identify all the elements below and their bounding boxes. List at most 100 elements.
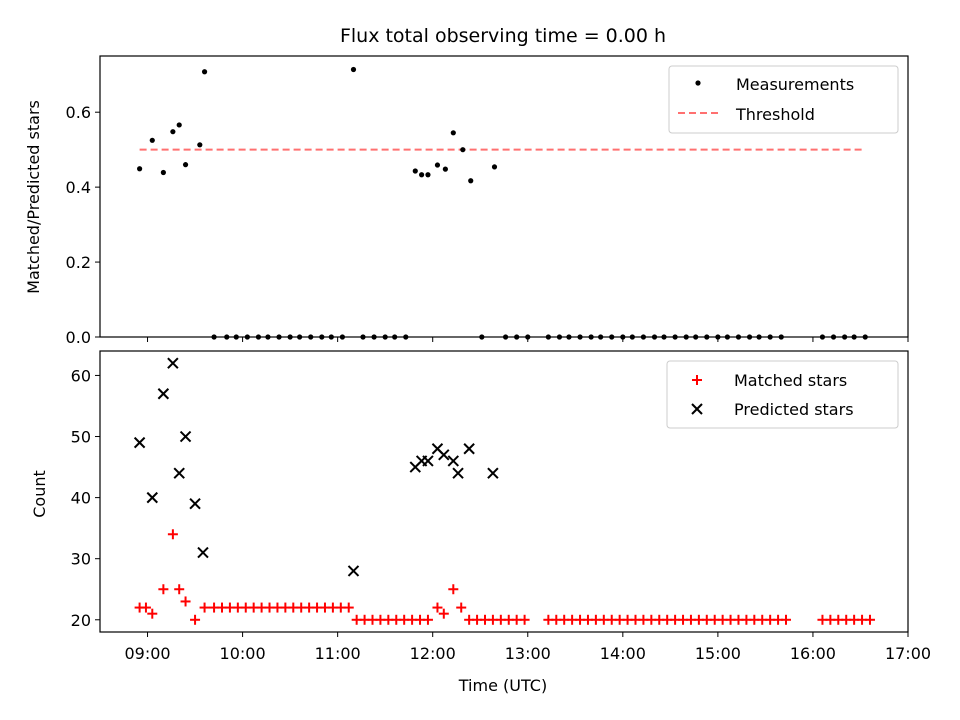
x-stroke-2 — [431, 443, 444, 455]
x-tick-label: 12:00 — [410, 644, 456, 663]
matched-stars-point — [140, 602, 151, 613]
bottom-panel: 20 30 40 50 60 09:00 10:00 11:00 12:00 13:00 14:00… — [71, 350, 931, 663]
y-tick-label: 40 — [71, 489, 91, 508]
y-tick-label: 0.0 — [66, 328, 91, 347]
matched-stars-point — [180, 596, 191, 607]
predicted-stars-point — [452, 467, 464, 479]
legend-plus-marker — [692, 375, 702, 385]
x-tick-label: 13:00 — [505, 644, 551, 663]
x-tick-label: 09:00 — [124, 644, 170, 663]
measurement-point — [434, 162, 441, 168]
predicted-stars-point — [146, 491, 158, 504]
x-tick-label: 11:00 — [315, 644, 361, 663]
predicted-stars-point — [179, 430, 192, 443]
x-stroke-2 — [347, 565, 360, 577]
x-stroke-2 — [463, 443, 475, 455]
x-stroke-2 — [447, 455, 460, 467]
measurement-point — [350, 66, 357, 73]
legend-label-matched: Matched stars — [734, 371, 847, 390]
x-stroke-2 — [133, 436, 146, 449]
predicted-stars-point — [447, 455, 460, 467]
matched-stars-point — [781, 614, 792, 625]
measurement-point — [170, 129, 176, 135]
x-stroke-2 — [487, 467, 499, 479]
matched-stars-point — [343, 602, 354, 613]
x-tick-label: 14:00 — [600, 644, 646, 663]
measurement-point — [201, 69, 208, 75]
measurement-point — [182, 162, 189, 168]
top-axes-frame — [99, 55, 909, 338]
x-tick-label: 16:00 — [790, 644, 836, 663]
top-panel: 0.0 0.2 0.4 0.6 Measurements Threshold — [66, 55, 909, 347]
predicted-stars-point — [157, 388, 170, 400]
predicted-stars-point — [167, 357, 179, 369]
x-stroke-2 — [167, 357, 179, 369]
measurement-point — [149, 137, 155, 143]
predicted-stars-point — [189, 498, 201, 510]
legend-label-measurements: Measurements — [736, 75, 854, 94]
x-stroke-2 — [422, 455, 434, 467]
x-stroke-2 — [452, 467, 464, 479]
measurement-point — [468, 178, 474, 184]
chart-title: Flux total observing time = 0.00 h — [340, 25, 666, 47]
legend-dot-marker — [695, 80, 701, 86]
x-stroke-2 — [691, 403, 703, 415]
measurement-point — [442, 166, 448, 172]
legend-box — [668, 65, 899, 134]
measurement-point — [450, 130, 456, 136]
predicted-stars-point — [197, 546, 209, 559]
x-tick-label: 17:00 — [885, 644, 931, 663]
predicted-stars-point — [173, 467, 185, 479]
legend-label-threshold: Threshold — [735, 105, 815, 124]
measurement-point — [176, 122, 182, 128]
predicted-stars-point — [487, 467, 499, 479]
y-tick-label: 30 — [71, 550, 91, 569]
predicted-stars-point — [463, 443, 475, 455]
y-tick-label: 20 — [71, 611, 91, 630]
matched-stars-point — [864, 614, 875, 625]
matched-stars-point — [432, 602, 443, 613]
matched-stars-point — [158, 584, 169, 595]
y-tick-label: 50 — [71, 428, 91, 447]
measurement-point — [197, 142, 203, 148]
predicted-stars-point — [438, 449, 450, 461]
predicted-stars-point — [133, 436, 146, 449]
matched-stars-point — [456, 602, 467, 613]
predicted-stars-point — [347, 565, 360, 577]
matched-stars-point — [147, 608, 158, 619]
measurement-point — [137, 166, 143, 172]
matched-stars-point — [519, 614, 530, 625]
x-stroke-2 — [179, 430, 192, 443]
matched-stars-point — [190, 614, 201, 625]
x-stroke-2 — [146, 491, 158, 504]
x-tick-label: 10:00 — [220, 644, 266, 663]
x-stroke-2 — [438, 449, 450, 461]
x-stroke-2 — [189, 498, 201, 510]
bottom-y-axis-label: Count — [30, 470, 49, 518]
x-axis-label: Time (UTC) — [458, 676, 547, 695]
measurement-point — [160, 169, 166, 176]
matched-stars-point — [448, 584, 459, 595]
legend-x-marker — [691, 403, 703, 415]
legend-label-predicted: Predicted stars — [734, 400, 854, 419]
y-tick-label: 0.4 — [66, 178, 91, 197]
measurement-point — [460, 147, 466, 153]
x-stroke-2 — [173, 467, 185, 479]
measurement-point — [491, 164, 498, 170]
measurement-point — [412, 168, 418, 174]
top-legend: Measurements Threshold — [668, 65, 899, 134]
bottom-axes-frame — [99, 350, 909, 633]
matched-stars-point — [174, 584, 185, 595]
matched-stars-point — [422, 614, 433, 625]
x-stroke-2 — [157, 388, 170, 400]
x-tick-label: 15:00 — [695, 644, 741, 663]
measurement-point — [419, 172, 425, 178]
matched-stars-point — [167, 529, 178, 540]
legend-box — [666, 360, 899, 429]
matched-stars-point — [438, 608, 449, 619]
bottom-legend: Matched stars Predicted stars — [666, 360, 899, 429]
matched-stars-point — [199, 602, 210, 613]
y-tick-label: 0.6 — [66, 103, 91, 122]
y-tick-label: 60 — [71, 366, 91, 385]
